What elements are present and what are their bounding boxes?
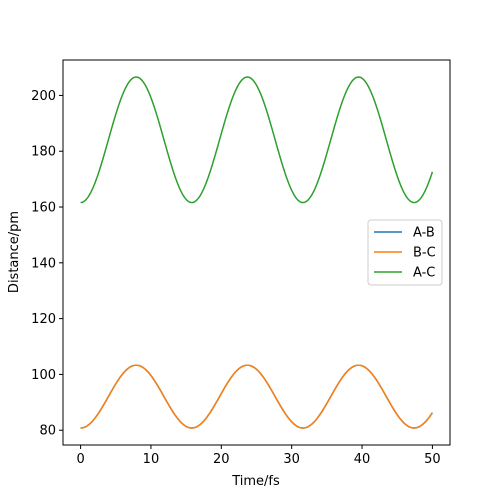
y-axis: 80 100 120 140 160 180 200 xyxy=(31,89,63,439)
x-tick-label: 30 xyxy=(283,452,300,467)
x-tick-label: 40 xyxy=(354,452,371,467)
legend: A-B B-C A-C xyxy=(367,219,443,286)
x-tick-label: 20 xyxy=(213,452,230,467)
y-tick-label: 180 xyxy=(31,145,56,160)
y-tick-label: 80 xyxy=(39,424,56,439)
axes-frame xyxy=(62,59,451,446)
x-axis: 0 10 20 30 40 50 xyxy=(76,445,441,467)
y-axis-label: Distance/pm xyxy=(7,211,22,293)
y-tick-label: 140 xyxy=(31,256,56,271)
series-line-a-c xyxy=(80,76,434,204)
series-line-b-c xyxy=(80,364,434,429)
legend-box xyxy=(367,219,443,286)
y-tick-label: 200 xyxy=(31,89,56,104)
plot-area xyxy=(80,76,434,429)
legend-label-a-b: A-B xyxy=(413,226,435,241)
x-tick-label: 50 xyxy=(424,452,441,467)
x-axis-label: Time/fs xyxy=(231,474,280,489)
y-tick-label: 160 xyxy=(31,201,56,216)
y-tick-label: 100 xyxy=(31,368,56,383)
legend-label-a-c: A-C xyxy=(413,266,435,281)
legend-label-b-c: B-C xyxy=(413,246,436,261)
x-tick-label: 10 xyxy=(143,452,160,467)
x-tick-label: 0 xyxy=(76,452,84,467)
series-line-a-b xyxy=(80,364,434,429)
y-tick-label: 120 xyxy=(31,312,56,327)
